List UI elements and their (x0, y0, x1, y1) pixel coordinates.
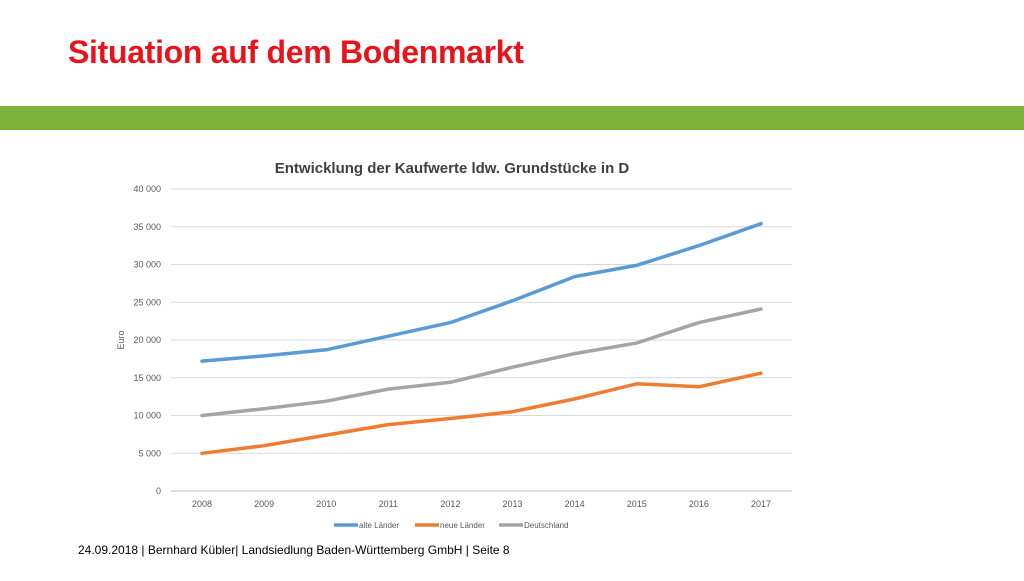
x-tick-label: 2013 (503, 499, 523, 509)
y-tick-label: 35 000 (133, 222, 161, 232)
y-tick-labels: 0 5 000 10 000 15 000 20 000 25 000 30 000 35 0… (133, 184, 161, 496)
legend: alte Länder neue Länder Deutschland (334, 521, 568, 530)
chart-title: Entwicklung der Kaufwerte ldw. Grundstüc… (275, 160, 630, 177)
x-tick-label: 2010 (316, 499, 336, 509)
series-line-3 (200, 307, 763, 418)
series-lines (200, 221, 763, 456)
x-tick-label: 2015 (627, 499, 647, 509)
y-tick-label: 10 000 (133, 411, 161, 421)
green-band (0, 106, 1024, 130)
x-tick-label: 2009 (254, 499, 274, 509)
x-tick-labels: 2008 2009 2010 2011 2012 2013 2014 2015 2016 2017 (192, 499, 771, 509)
y-tick-label: 30 000 (133, 260, 161, 270)
legend-label: neue Länder (440, 521, 485, 530)
x-tick-label: 2014 (565, 499, 585, 509)
y-tick-label: 20 000 (133, 335, 161, 345)
y-tick-label: 0 (156, 486, 161, 496)
x-tick-label: 2008 (192, 499, 212, 509)
y-tick-label: 5 000 (138, 448, 161, 458)
x-tick-label: 2011 (379, 499, 398, 509)
y-tick-label: 40 000 (133, 184, 161, 194)
slide-footer: 24.09.2018 | Bernhard Kübler| Landsiedlu… (78, 543, 510, 557)
y-axis-label: Euro (116, 330, 126, 349)
legend-label: alte Länder (359, 521, 399, 530)
series-line-2 (200, 371, 763, 456)
x-tick-label: 2017 (751, 499, 771, 509)
y-tick-label: 25 000 (133, 297, 161, 307)
x-tick-label: 2012 (440, 499, 460, 509)
legend-label: Deutschland (524, 521, 568, 530)
series-line-1 (200, 221, 763, 363)
x-tick-label: 2016 (689, 499, 709, 509)
y-tick-label: 15 000 (133, 373, 161, 383)
slide-title: Situation auf dem Bodenmarkt (68, 34, 524, 70)
